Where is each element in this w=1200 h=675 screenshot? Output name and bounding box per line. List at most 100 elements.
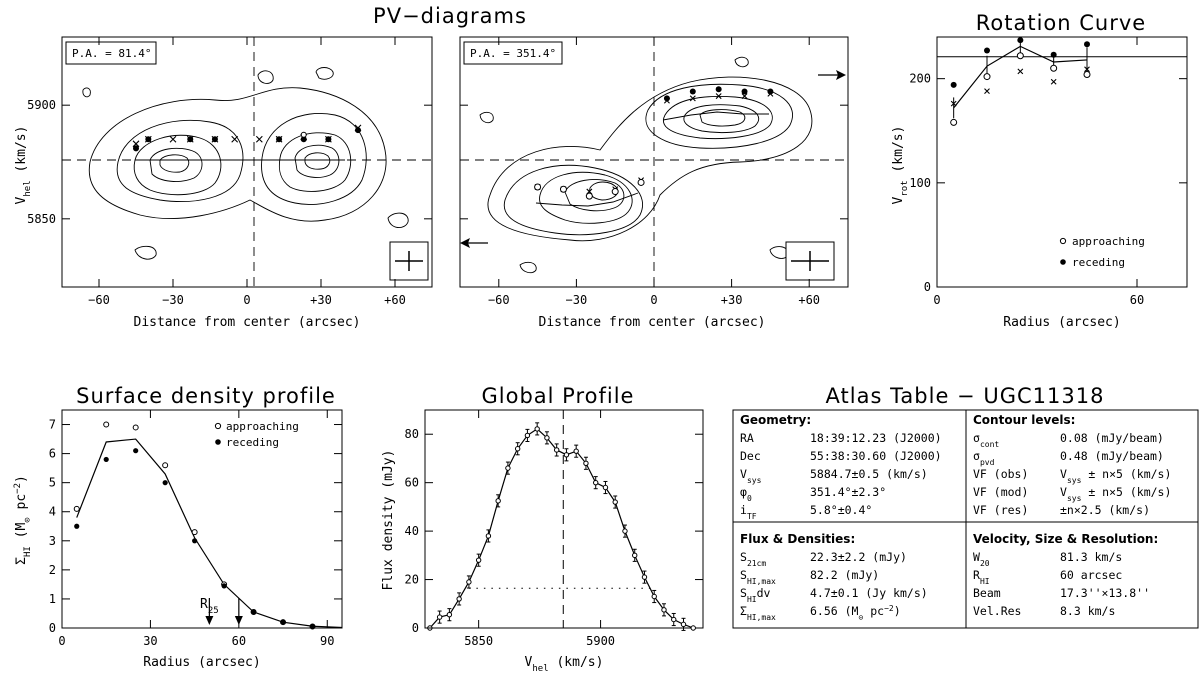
rc-point-cross: [1017, 68, 1024, 75]
rc-point-cross: [984, 88, 990, 95]
pv1-point-cross: [325, 135, 332, 143]
gp-point: [583, 460, 589, 466]
pv1-x-ticks: −60 −30 0 +30 +60: [88, 37, 406, 307]
pv2-x-ticks: −60 −30 0 +30 +60: [488, 37, 820, 307]
rc-point-receding: [950, 81, 957, 88]
pv2-points: [534, 86, 774, 200]
y-tick-label: 40: [405, 524, 419, 538]
x-tick-label: 90: [320, 634, 334, 648]
y-tick-label: 200: [909, 72, 931, 86]
pv1-point-open: [300, 131, 307, 138]
atlas-table: Geometry: RA 18:39:12.23 (J2000) Dec 55:…: [732, 409, 1199, 629]
rc-x-ticks: 0 60: [933, 37, 1144, 307]
y-tick-label: 5900: [27, 98, 56, 112]
gp-plot: [427, 410, 696, 631]
gp-point: [544, 435, 550, 441]
gp-point: [505, 465, 511, 471]
x-tick-label: +30: [310, 293, 332, 307]
y-tick-label: 60: [405, 476, 419, 490]
rc-xlabel: Radius (arcsec): [1003, 315, 1120, 330]
pv2-xlabel: Distance from center (arcsec): [539, 315, 766, 330]
sd-point-receding: [162, 480, 168, 486]
pv1-point-cross: [255, 135, 263, 143]
flux-sigmax-label: ΣHI,max: [740, 604, 776, 622]
sd-point-approaching: [132, 424, 139, 431]
x-tick-label: 0: [650, 293, 657, 307]
x-tick-label: +60: [384, 293, 406, 307]
y-tick-label: 20: [405, 573, 419, 587]
cont-vfres-label: VF (res): [973, 503, 1028, 517]
y-tick-label: 2: [49, 563, 56, 577]
pv-panel-2: P.A. = 351.4° −60 −30 0 +30 +60 Distance fro…: [459, 36, 849, 330]
flux-sigmax-value: 6.56 (M⊙ pc−2): [810, 604, 901, 622]
sd-r25-label: R25: [200, 597, 219, 616]
pv1-contours: [82, 67, 411, 264]
pv2-point-open: [534, 183, 542, 191]
pv-title: PV−diagrams: [373, 4, 527, 28]
x-tick-label: 0: [933, 293, 940, 307]
pv2-point-cross: [663, 97, 670, 104]
gp-point: [593, 479, 599, 486]
geo-phi-label: φ0: [740, 485, 752, 503]
geo-dec-label: Dec: [740, 449, 761, 463]
y-tick-label: 0: [49, 621, 56, 635]
y-tick-label: 0: [412, 621, 419, 635]
x-tick-label: 0: [243, 293, 250, 307]
pv2-point-cross: [689, 95, 696, 102]
sd-marker-arrow-head: [205, 616, 214, 625]
gp-point: [632, 552, 638, 559]
flux-sdv-value: 4.7±0.1 (Jy km/s): [810, 586, 928, 600]
sd-point-approaching: [191, 529, 198, 536]
vel-beam-value: 17.3''×13.8'': [1060, 586, 1150, 600]
y-tick-label: 3: [49, 534, 56, 548]
pv2-pa-label: P.A. = 351.4°: [470, 47, 556, 60]
sd-y-ticks: 0 1 2 3 4 5 6 7: [49, 418, 342, 635]
geo-incl-label: iTF: [740, 503, 757, 521]
vel-rhi-label: RHI: [973, 568, 990, 586]
cont-sigma-label: σcont: [973, 431, 999, 449]
vel-w20-value: 81.3 km/s: [1060, 550, 1122, 564]
cont-vfobs-label: VF (obs): [973, 467, 1028, 481]
sd-point-receding: [74, 523, 80, 529]
pv-ylabel: Vhel (km/s): [14, 126, 33, 205]
x-tick-label: +30: [721, 293, 743, 307]
geo-incl-value: 5.8°±0.4°: [810, 503, 872, 517]
pv2-y-ticks: [460, 104, 848, 220]
rc-point-approaching: [1016, 52, 1024, 60]
cont-sigma-value: 0.08 (mJy/beam): [1060, 431, 1164, 445]
rc-title: Rotation Curve: [976, 11, 1146, 35]
gp-point: [612, 499, 618, 505]
pv1-point-cross: [354, 124, 362, 132]
geo-vsys-label: Vsys: [740, 467, 762, 485]
geo-ra-label: RA: [740, 431, 754, 445]
geo-ra-value: 18:39:12.23 (J2000): [810, 431, 942, 445]
vel-rhi-value: 60 arcsec: [1060, 568, 1122, 582]
gp-point: [690, 625, 696, 631]
sd-legend-approaching: approaching: [226, 420, 299, 433]
sd-title: Surface density profile: [76, 384, 336, 408]
sd-point-receding: [192, 538, 198, 544]
gp-x-ticks: 5850 5900: [464, 410, 615, 648]
flux-s21-label: S21cm: [740, 550, 766, 568]
pv2-arrows: [460, 70, 846, 248]
rc-point-approaching: [983, 73, 991, 81]
gp-point: [446, 611, 453, 618]
rc-y-ticks: 0 100 200: [909, 72, 1187, 294]
y-tick-label: 80: [405, 427, 419, 441]
rc-point-cross: [1050, 78, 1057, 85]
flux-s21-value: 22.3±2.2 (mJy): [810, 550, 907, 564]
rc-legend-receding: receding: [1072, 256, 1125, 269]
gp-point: [661, 607, 667, 613]
rc-legend-approaching: approaching: [1072, 235, 1145, 248]
x-tick-label: +60: [798, 293, 820, 307]
rc-point-receding: [1017, 37, 1024, 44]
x-tick-label: −30: [566, 293, 588, 307]
x-tick-label: −60: [488, 293, 510, 307]
sd-legend-receding: receding: [226, 436, 279, 449]
cont-pvd-label: σpvd: [973, 449, 995, 467]
contour-heading: Contour levels:: [973, 413, 1075, 427]
pv2-point-filled: [741, 88, 748, 95]
geo-vsys-value: 5884.7±0.5 (km/s): [810, 467, 928, 481]
